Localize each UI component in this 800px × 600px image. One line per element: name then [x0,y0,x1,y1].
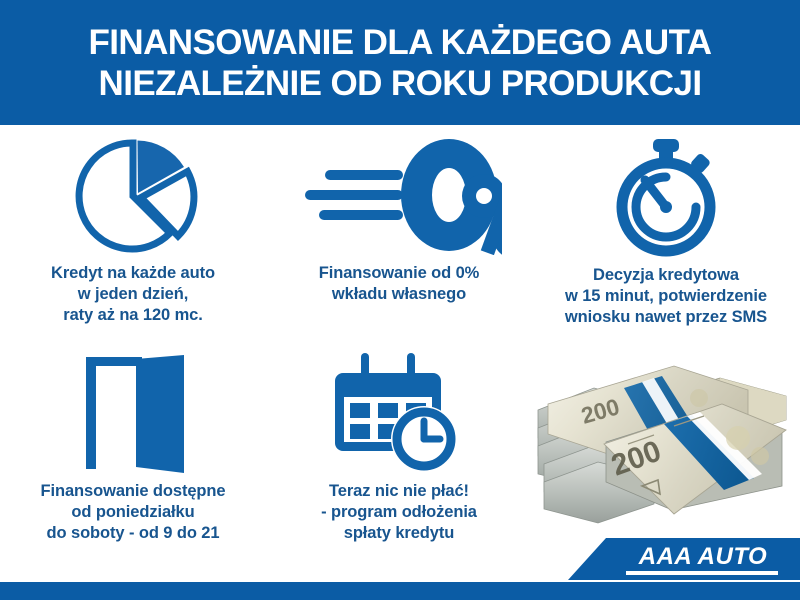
caption-line-2: wkładu własnego [331,285,467,303]
caption-line-1: Finansowanie dostępne [40,482,226,500]
feature-deferred-payment: Teraz nic nie płać! - program odłożenia … [266,353,532,544]
headline-line-1: FINANSOWANIE DLA KAŻDEGO AUTA [88,22,713,62]
caption-line-1: Finansowanie od 0% [318,264,480,282]
zero-percent-icon [297,137,502,255]
caption-line-2: - program odłożenia [321,503,477,521]
caption-line-2: w jeden dzień, [77,285,189,303]
feature-credit: Kredyt na każde auto w jeden dzień, raty… [0,137,266,326]
caption-line-3: raty aż na 120 mc. [63,306,203,324]
feature-zero-percent-caption: Finansowanie od 0% wkładu własnego [318,263,480,305]
open-door-icon [68,355,198,473]
logo-text[interactable]: AAA AUTO [638,543,768,570]
caption-line-1: Decyzja kredytowa [593,266,739,284]
pie-chart-icon [58,137,208,255]
caption-line-2: od poniedziałku [71,503,195,521]
feature-decision-caption: Decyzja kredytowa w 15 minut, potwierdze… [565,265,767,328]
banknote-stacks-image: 200 200 [524,358,800,533]
feature-zero-percent: Finansowanie od 0% wkładu własnego [266,137,532,305]
calendar-clock-icon [335,353,463,473]
feature-decision: Decyzja kredytowa w 15 minut, potwierdze… [532,137,800,328]
feature-deferred-payment-caption: Teraz nic nie płać! - program odłożenia … [321,481,477,544]
stopwatch-icon [601,137,731,257]
bottom-bar [0,582,800,600]
caption-line-3: wniosku nawet przez SMS [564,308,768,326]
caption-line-3: spłaty kredytu [343,524,455,542]
header-band: FINANSOWANIE DLA KAŻDEGO AUTA NIEZALEŻNI… [0,0,800,125]
headline-line-2: NIEZALEŻNIE OD ROKU PRODUKCJI [98,63,703,103]
caption-line-1: Kredyt na każde auto [51,264,215,282]
logo-underline [626,571,778,575]
feature-opening-hours-caption: Finansowanie dostępne od poniedziałku do… [41,481,226,544]
feature-credit-caption: Kredyt na każde auto w jeden dzień, raty… [51,263,215,326]
caption-line-3: do soboty - od 9 do 21 [46,524,220,542]
caption-line-1: Teraz nic nie płać! [329,482,469,500]
features-grid: Kredyt na każde auto w jeden dzień, raty… [0,125,800,582]
feature-opening-hours: Finansowanie dostępne od poniedziałku do… [0,355,266,544]
caption-line-2: w 15 minut, potwierdzenie [565,287,767,305]
